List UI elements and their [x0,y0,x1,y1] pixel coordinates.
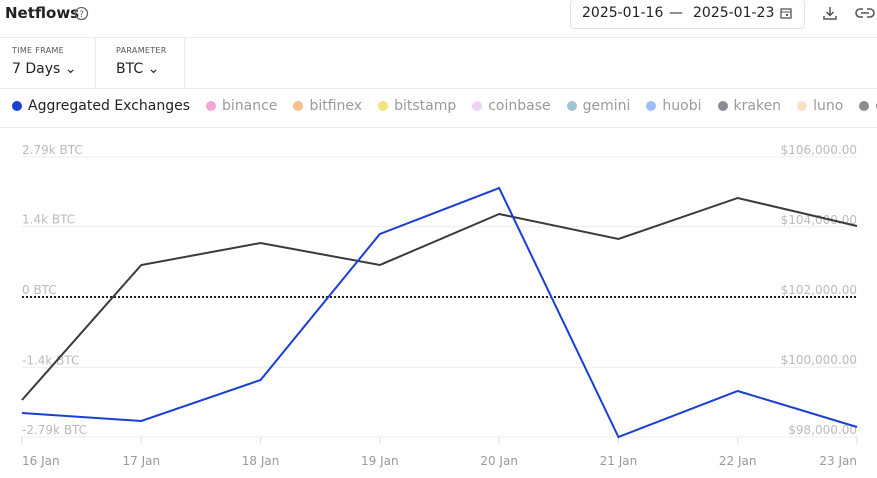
legend-label: bitstamp [394,98,457,114]
divider [184,38,185,88]
x-tick-label: 18 Jan [242,454,280,468]
date-from[interactable]: 2025-01-16 [582,5,664,21]
legend-dot [206,101,217,111]
help-icon[interactable]: ? [74,6,89,21]
legend-dot [12,101,22,111]
y2-tick-label: $100,000.00 [781,353,857,367]
y-tick-label: 1.4k BTC [22,213,75,227]
divider [0,127,877,128]
x-tick-label: 20 Jan [480,454,518,468]
svg-text:?: ? [79,10,84,20]
x-tick-label: 16 Jan [22,454,60,468]
legend-dot [472,101,483,111]
y-tick-label: 2.79k BTC [22,143,83,157]
legend-label: binance [222,98,278,114]
legend-item[interactable]: bitfinex [293,98,362,114]
legend-label: bitfinex [309,98,363,114]
legend-item[interactable]: huobi [646,98,702,114]
control-label: PARAMETER [116,46,167,55]
calendar-icon[interactable] [779,6,793,20]
y2-tick-label: $106,000.00 [781,143,857,157]
date-range[interactable] [570,0,805,29]
divider [95,38,96,88]
legend-label: luno [813,98,844,114]
legend-item[interactable]: bitstamp [378,98,456,114]
legend-dot [646,101,657,111]
divider [0,88,877,89]
legend-label: Aggregated Exchanges [28,98,191,114]
legend-dot [293,101,304,111]
download-icon[interactable] [822,5,838,21]
control-label: TIME FRAME [12,46,65,55]
link-icon[interactable] [855,5,875,21]
legend-item[interactable]: binance [206,98,277,114]
series-line [21,186,858,439]
legend-dot [378,101,389,111]
series-line [21,196,858,401]
legend-item[interactable]: gemini [566,98,631,114]
legend-item[interactable]: coinbase [472,98,551,114]
divider [0,37,877,38]
control-value[interactable]: 7 Days [12,61,61,77]
x-tick-label: 23 Jan [819,454,857,468]
legend-label: kraken [733,98,782,114]
y2-tick-label: $104,000.00 [781,213,857,227]
control[interactable]: TIME FRAME 7 Days ⌄ [12,46,77,77]
legend-item[interactable]: okex [859,98,877,114]
legend-label: coinbase [488,98,551,114]
x-tick-label: 21 Jan [600,454,638,468]
legend-dot [717,101,728,111]
legend-label: okex [875,98,877,114]
date-separator: — [669,5,683,21]
y-tick-label: -1.4k BTC [22,353,79,367]
legend-item[interactable]: kraken [717,98,782,114]
legend-dot [859,101,870,111]
legend-dot [566,101,577,111]
legend-label: huobi [662,98,702,114]
control-value[interactable]: BTC [116,61,144,77]
legend: Aggregated Exchanges binance bitfinex bitst… [12,98,877,114]
legend-dot [797,101,808,111]
title: Netflows [5,4,80,22]
y2-tick-label: $102,000.00 [781,283,857,297]
x-tick-label: 22 Jan [719,454,757,468]
x-tick-label: 17 Jan [122,454,160,468]
y-tick-label: -2.79k BTC [22,423,87,437]
y-tick-label: 0 BTC [22,283,57,297]
date-to[interactable]: 2025-01-23 [693,5,775,21]
legend-item[interactable]: Aggregated Exchanges [12,98,190,114]
legend-item[interactable]: luno [797,98,843,114]
legend-label: gemini [582,98,631,114]
control[interactable]: PARAMETER BTC ⌄ [116,46,167,77]
x-tick-label: 19 Jan [361,454,399,468]
y2-tick-label: $98,000.00 [788,423,857,437]
